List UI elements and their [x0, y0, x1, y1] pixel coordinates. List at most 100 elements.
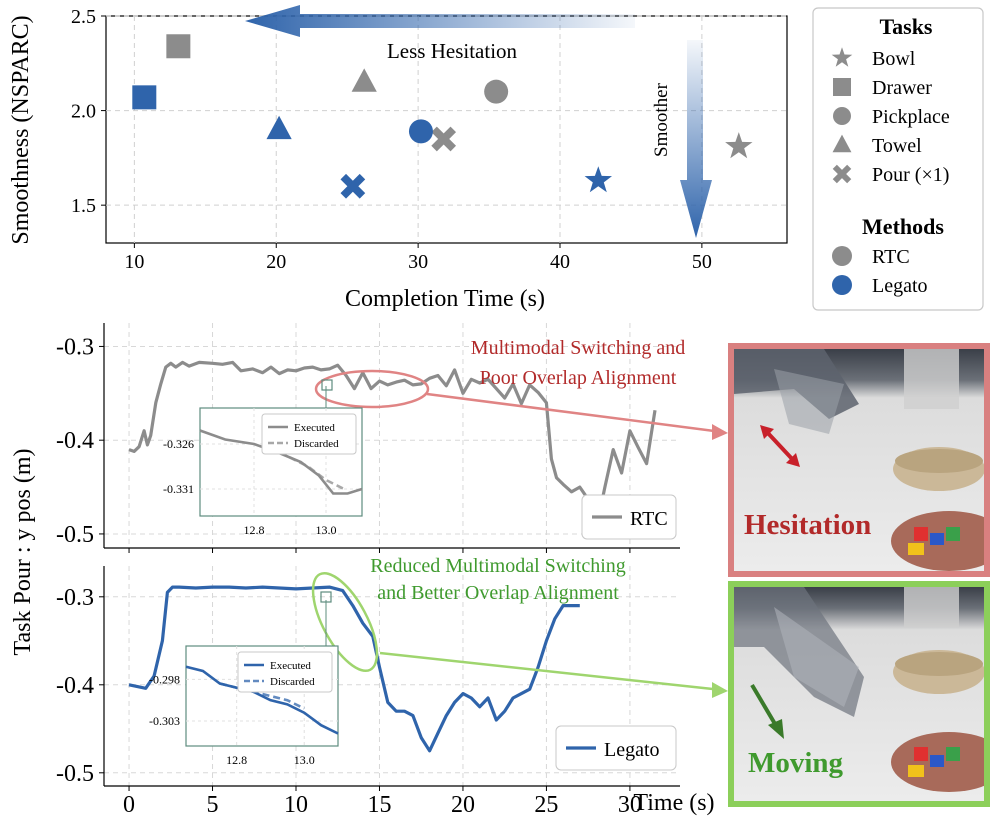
scatter-x-tick-label: 30: [408, 251, 428, 273]
legato-callout-line-2: and Better Overlap Alignment: [377, 582, 619, 604]
rtc-callout-line: [426, 392, 723, 434]
legend-task-label: Pour (×1): [872, 164, 949, 186]
rtc-callout-line-1: Multimodal Switching and: [471, 337, 685, 359]
line-x-tick-label: 10: [284, 792, 308, 818]
rtc-inset-y-tick-label: -0.326: [163, 437, 194, 451]
line-y-axis-label: Task Pour : y pos (m): [10, 449, 36, 656]
rtc-inset-legend-label: Executed: [294, 422, 335, 434]
rtc-y-tick-label: -0.5: [56, 522, 94, 548]
scatter-point: [584, 166, 612, 193]
rtc-legend: RTC: [581, 494, 677, 540]
scatter-y-tick-label: 2.0: [71, 101, 96, 123]
scatter-y-axis-label: Smoothness (NSPARC): [8, 15, 34, 244]
legend-task-marker: [833, 78, 851, 96]
rtc-inset: 12.8 13.0 -0.326 -0.331 Executed Discarded: [163, 407, 363, 537]
hesitation-photo-scene: [734, 349, 984, 571]
less-hesitation-label: Less Hesitation: [387, 39, 518, 63]
moving-photo: Moving: [728, 581, 990, 807]
rtc-inset-x-tick-label: 12.8: [244, 523, 265, 537]
scatter-chart: 10 20 30 40 501.52.02.5 Completion Time (s) …: [8, 5, 788, 312]
scatter-x-tick-label: 40: [550, 251, 570, 273]
moving-label: Moving: [748, 747, 844, 779]
scatter-x-tick-label: 20: [266, 251, 286, 273]
legend-task-label: Towel: [872, 135, 922, 157]
legend-task-label: Drawer: [872, 77, 932, 99]
rtc-inset-x-tick-label: 13.0: [316, 523, 337, 537]
legend-task-label: Pickplace: [872, 106, 950, 128]
scatter-point: [266, 115, 292, 140]
scatter-point: [132, 85, 157, 110]
legato-inset-executed-line: [185, 665, 339, 735]
scatter-y-tick-label: 1.5: [71, 195, 96, 217]
moving-photo-scene: [734, 587, 984, 792]
scatter-point: [351, 68, 377, 92]
rtc-line-chart: -0.3 -0.4 -0.5 Multimodal Switching and Po…: [56, 323, 728, 549]
legend-method-marker: [832, 246, 852, 266]
less-hesitation-arrow: [245, 5, 635, 37]
legato-line-chart: -0.3 -0.4 -0.5 0 5 10 15 20 25 30 Reduced Multim…: [56, 548, 728, 818]
legato-inset-x-tick-label: 12.8: [226, 753, 247, 767]
legato-inset-legend-label: Executed: [270, 660, 311, 672]
legato-inset-y-tick-label: -0.298: [149, 672, 180, 686]
line-x-tick-label: 15: [367, 792, 391, 818]
legato-inset-x-tick-label: 13.0: [294, 753, 315, 767]
legato-y-tick-label: -0.4: [56, 673, 94, 699]
rtc-inset-legend-label: Discarded: [294, 438, 339, 450]
legend-task-marker: [831, 47, 853, 67]
legend-task-label: Bowl: [872, 48, 916, 70]
scatter-point: [484, 79, 509, 104]
line-x-tick-label: 5: [207, 792, 219, 818]
legato-inset-discarded-line: [219, 682, 305, 710]
legend-method-marker: [832, 275, 852, 295]
rtc-legend-label: RTC: [630, 508, 668, 530]
rtc-inset-y-tick-label: -0.331: [163, 482, 194, 496]
legato-y-tick-label: -0.3: [56, 585, 94, 611]
scatter-point: [431, 126, 457, 152]
legato-callout-arrowhead: [712, 682, 728, 698]
rtc-y-tick-label: -0.3: [56, 334, 94, 360]
legend-task-marker: [832, 164, 852, 184]
scatter-point: [408, 119, 433, 144]
legato-callout-line: [379, 651, 723, 692]
line-x-tick-label: 0: [123, 792, 135, 818]
legend-task-marker: [832, 134, 852, 153]
scatter-x-tick-label: 50: [692, 251, 712, 273]
legend-box: [812, 7, 984, 311]
rtc-callout-line-2: Poor Overlap Alignment: [480, 367, 677, 389]
legato-inset-y-tick-label: -0.303: [149, 714, 180, 728]
scatter-point: [340, 173, 366, 199]
scatter-point: [725, 132, 753, 159]
legato-series-line: [128, 585, 580, 753]
legato-inset: 12.8 13.0 -0.298 -0.303 Executed Discarded: [149, 645, 339, 767]
scatter-x-tick-label: 10: [124, 251, 144, 273]
line-x-tick-label: 20: [451, 792, 475, 818]
legend-tasks-title: Tasks: [879, 14, 932, 39]
rtc-y-tick-label: -0.4: [56, 428, 94, 454]
rtc-inset-legend-box: [261, 413, 357, 455]
legend-methods-title: Methods: [862, 214, 944, 239]
legato-legend-label: Legato: [604, 739, 660, 761]
legato-callout-line-1: Reduced Multimodal Switching: [370, 555, 626, 577]
scatter-x-axis-label: Completion Time (s): [345, 286, 545, 312]
rtc-series-line: [128, 360, 657, 529]
smoother-arrow: [680, 40, 712, 238]
scatter-point: [166, 34, 191, 59]
legend-task-marker: [833, 107, 851, 125]
line-x-tick-label: 25: [534, 792, 558, 818]
legend-method-label: RTC: [872, 246, 910, 268]
smoother-label: Smoother: [651, 82, 672, 157]
rtc-callout-arrowhead: [712, 424, 728, 440]
hesitation-photo: Hesitation: [728, 343, 990, 577]
legato-inset-legend-label: Discarded: [270, 676, 315, 688]
line-x-axis-label: Time (s): [633, 790, 714, 816]
legato-inset-legend-box: [237, 651, 333, 693]
legato-y-tick-label: -0.5: [56, 761, 94, 787]
legato-legend: Legato: [555, 725, 677, 771]
scatter-y-tick-label: 2.5: [71, 6, 96, 28]
hesitation-label: Hesitation: [744, 509, 872, 541]
rtc-highlight-ellipse: [314, 369, 430, 409]
legend-method-label: Legato: [872, 275, 928, 297]
line-x-tick-label: 30: [618, 792, 642, 818]
